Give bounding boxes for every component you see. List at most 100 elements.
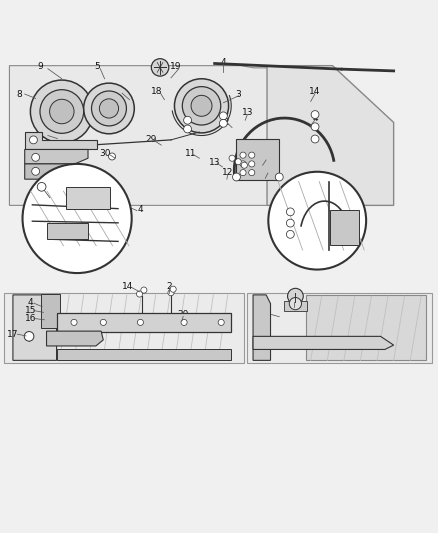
Circle shape bbox=[100, 319, 106, 326]
FancyBboxPatch shape bbox=[4, 293, 244, 364]
Circle shape bbox=[29, 136, 37, 144]
Text: 13: 13 bbox=[242, 108, 253, 117]
Text: 9: 9 bbox=[37, 62, 43, 71]
Text: 19: 19 bbox=[170, 62, 181, 71]
Circle shape bbox=[286, 230, 294, 238]
FancyBboxPatch shape bbox=[41, 294, 60, 328]
Circle shape bbox=[32, 167, 39, 175]
Text: 15: 15 bbox=[25, 305, 36, 314]
Circle shape bbox=[141, 287, 147, 293]
Circle shape bbox=[71, 319, 77, 326]
Circle shape bbox=[151, 59, 169, 76]
Circle shape bbox=[219, 112, 227, 120]
Circle shape bbox=[37, 182, 46, 191]
Circle shape bbox=[174, 79, 229, 133]
Circle shape bbox=[235, 159, 241, 165]
Circle shape bbox=[138, 319, 144, 326]
Circle shape bbox=[229, 155, 235, 161]
Circle shape bbox=[191, 95, 212, 116]
Polygon shape bbox=[253, 336, 394, 350]
FancyBboxPatch shape bbox=[57, 313, 231, 332]
Text: 14: 14 bbox=[261, 154, 272, 163]
Circle shape bbox=[249, 161, 255, 167]
Circle shape bbox=[32, 154, 39, 161]
Circle shape bbox=[184, 125, 191, 133]
Polygon shape bbox=[267, 66, 394, 205]
Text: 13: 13 bbox=[209, 158, 220, 167]
Text: 17: 17 bbox=[7, 330, 19, 338]
Circle shape bbox=[99, 99, 119, 118]
Polygon shape bbox=[10, 66, 332, 205]
Circle shape bbox=[268, 172, 366, 270]
Text: 4: 4 bbox=[138, 205, 143, 214]
Text: 10: 10 bbox=[39, 131, 50, 140]
Text: 1: 1 bbox=[265, 310, 271, 319]
Circle shape bbox=[30, 80, 93, 143]
Circle shape bbox=[84, 83, 134, 134]
Circle shape bbox=[182, 87, 221, 125]
Circle shape bbox=[249, 169, 255, 176]
Circle shape bbox=[137, 291, 143, 297]
Text: 5: 5 bbox=[94, 62, 99, 71]
Polygon shape bbox=[66, 187, 110, 208]
FancyBboxPatch shape bbox=[284, 302, 307, 311]
Circle shape bbox=[289, 297, 301, 310]
Circle shape bbox=[168, 289, 174, 296]
Text: 18: 18 bbox=[151, 87, 163, 96]
Text: 14: 14 bbox=[309, 87, 321, 96]
Circle shape bbox=[92, 91, 127, 126]
Circle shape bbox=[49, 99, 74, 124]
Circle shape bbox=[170, 286, 176, 292]
Circle shape bbox=[24, 332, 34, 341]
Text: 4: 4 bbox=[312, 114, 318, 123]
Polygon shape bbox=[25, 164, 81, 179]
Circle shape bbox=[109, 153, 116, 160]
Polygon shape bbox=[47, 223, 88, 239]
Text: 12: 12 bbox=[222, 168, 233, 177]
Circle shape bbox=[311, 111, 319, 118]
Circle shape bbox=[240, 169, 246, 176]
Text: 30: 30 bbox=[100, 149, 111, 158]
Text: 7: 7 bbox=[116, 87, 121, 96]
Text: 4: 4 bbox=[28, 298, 33, 307]
Polygon shape bbox=[13, 295, 57, 360]
Circle shape bbox=[311, 123, 319, 131]
Text: 4: 4 bbox=[221, 58, 226, 67]
Text: 3: 3 bbox=[236, 90, 241, 99]
Polygon shape bbox=[253, 295, 271, 360]
Circle shape bbox=[286, 208, 294, 216]
Circle shape bbox=[218, 319, 224, 326]
Text: 2: 2 bbox=[291, 296, 297, 305]
Circle shape bbox=[40, 90, 84, 133]
Polygon shape bbox=[25, 132, 97, 149]
Text: 20: 20 bbox=[177, 310, 189, 319]
Text: 14: 14 bbox=[122, 281, 133, 290]
Circle shape bbox=[184, 116, 191, 124]
Polygon shape bbox=[306, 295, 426, 360]
Text: 29: 29 bbox=[146, 135, 157, 144]
Circle shape bbox=[240, 152, 246, 158]
Circle shape bbox=[286, 219, 294, 227]
Circle shape bbox=[288, 288, 303, 304]
Circle shape bbox=[181, 319, 187, 326]
Circle shape bbox=[233, 173, 240, 181]
Text: 8: 8 bbox=[16, 90, 22, 99]
Polygon shape bbox=[46, 331, 103, 346]
Text: 14: 14 bbox=[262, 167, 274, 176]
Circle shape bbox=[311, 135, 319, 143]
Text: 11: 11 bbox=[185, 149, 196, 158]
Circle shape bbox=[241, 162, 247, 168]
FancyBboxPatch shape bbox=[247, 293, 431, 364]
Text: 12: 12 bbox=[219, 118, 230, 127]
FancyBboxPatch shape bbox=[57, 349, 231, 360]
FancyBboxPatch shape bbox=[236, 139, 279, 180]
Circle shape bbox=[276, 173, 283, 181]
FancyBboxPatch shape bbox=[330, 210, 359, 245]
Circle shape bbox=[240, 161, 246, 167]
Polygon shape bbox=[25, 149, 88, 164]
Circle shape bbox=[22, 164, 132, 273]
Circle shape bbox=[249, 152, 255, 158]
Text: 2: 2 bbox=[166, 281, 172, 290]
Circle shape bbox=[219, 119, 227, 127]
Text: 16: 16 bbox=[25, 313, 36, 322]
